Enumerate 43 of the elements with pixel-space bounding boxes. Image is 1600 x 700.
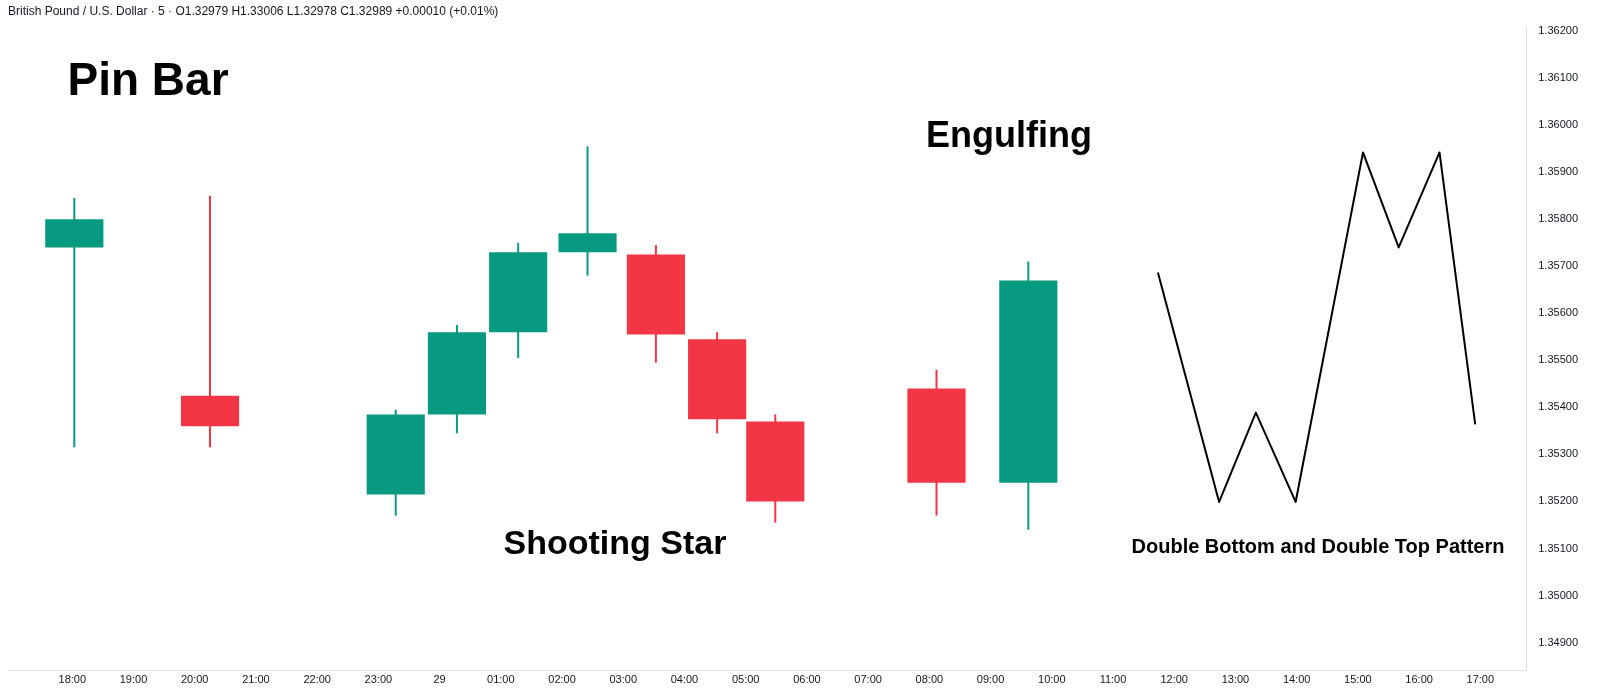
y-tick-label: 1.36200	[1538, 24, 1578, 37]
y-tick-label: 1.35600	[1538, 306, 1578, 319]
y-tick-label: 1.35400	[1538, 400, 1578, 413]
y-tick-label: 1.36100	[1538, 71, 1578, 84]
x-tick-label: 06:00	[793, 673, 821, 686]
y-tick-label: 1.35100	[1538, 541, 1578, 554]
x-tick-label: 13:00	[1221, 673, 1250, 686]
x-tick-label: 04:00	[670, 673, 699, 686]
x-tick-label: 21:00	[242, 673, 270, 686]
x-tick-label: 22:00	[303, 673, 331, 686]
annotation: Engulfing	[926, 113, 1092, 155]
x-tick-label: 29	[433, 673, 446, 686]
x-tick-label: 02:00	[548, 673, 576, 686]
y-tick-label: 1.34900	[1538, 635, 1578, 648]
annotation: Pin Bar	[67, 52, 229, 105]
x-tick-label: 07:00	[854, 673, 882, 686]
y-tick-label: 1.35700	[1538, 259, 1578, 272]
x-tick-label: 01:00	[487, 673, 515, 686]
x-tick-label: 16:00	[1405, 673, 1433, 686]
annotation: Double Bottom and Double Top Pattern	[1131, 534, 1505, 557]
x-tick-label: 12:00	[1160, 673, 1188, 686]
y-tick-label: 1.36000	[1538, 118, 1578, 131]
x-tick-label: 15:00	[1344, 673, 1372, 686]
x-tick-label: 08:00	[915, 673, 944, 686]
x-tick-label: 18:00	[58, 673, 87, 686]
y-tick-label: 1.35800	[1538, 212, 1578, 225]
y-tick-label: 1.35000	[1538, 588, 1578, 601]
x-tick-label: 14:00	[1282, 673, 1311, 686]
x-tick-label: 17:00	[1466, 673, 1495, 686]
x-tick-label: 05:00	[731, 673, 760, 686]
x-tick-label: 19:00	[119, 673, 148, 686]
x-tick-label: 20:00	[180, 673, 209, 686]
y-tick-label: 1.35900	[1538, 165, 1578, 178]
x-tick-label: 10:00	[1038, 673, 1066, 686]
x-tick-label: 11:00	[1099, 673, 1127, 686]
y-tick-label: 1.35200	[1538, 494, 1578, 507]
x-tick-label: 03:00	[609, 673, 638, 686]
chart-title: British Pound / U.S. Dollar · 5 · O1.32979 H1.33006 L1.32978 C1.32989 +0.00010 (+0.01%)	[8, 3, 499, 18]
x-tick-label: 09:00	[976, 673, 1005, 686]
annotation: Shooting Star	[503, 523, 727, 562]
y-tick-label: 1.35500	[1538, 353, 1578, 366]
x-tick-label: 23:00	[364, 673, 393, 686]
y-tick-label: 1.35300	[1538, 447, 1578, 460]
